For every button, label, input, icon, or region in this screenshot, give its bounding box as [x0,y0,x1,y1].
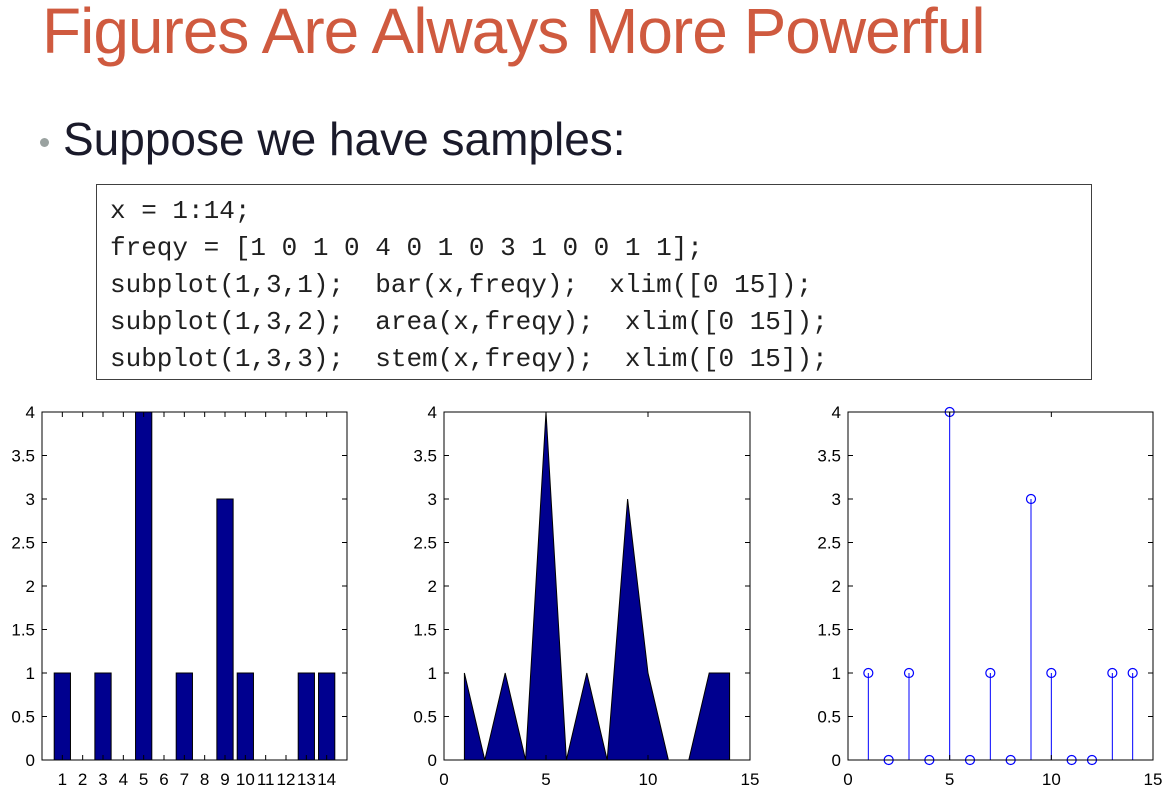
x-tick-label: 12 [277,770,296,789]
stem-marker [1046,667,1057,679]
x-tick-label: 10 [1042,770,1061,789]
stem-marker [1025,493,1037,505]
y-tick-label: 4 [428,403,437,422]
x-tick-label: 8 [200,770,209,789]
code-line: subplot(1,3,1); bar(x,freqy); xlim([0 15… [110,270,813,300]
y-tick-label: 0.5 [413,708,437,727]
code-block: x = 1:14; freqy = [1 0 1 0 4 0 1 0 3 1 0… [96,184,1092,380]
stem-marker [903,667,915,679]
y-tick-label: 1.5 [817,621,841,640]
stem-chart: 0 0.5 1 1.5 2 2.5 3 3.5 4 0 5 10 15 [817,403,1162,789]
slide-title: Figures Are Always More Powerful [42,0,986,67]
y-tick-label: 1.5 [11,621,35,640]
y-tick-label: 2 [26,577,35,596]
y-tick-label: 1 [26,664,35,683]
x-tick-label: 13 [297,770,316,789]
y-tick-label: 4 [832,403,841,422]
stem-marker [863,667,874,679]
y-tick-label: 3 [428,490,437,509]
x-tick-label: 0 [843,770,852,789]
bar [53,672,71,761]
code-line: subplot(1,3,2); area(x,freqy); xlim([0 1… [110,307,828,337]
y-tick-label: 0.5 [11,708,35,727]
bar-chart: 00.511.522.533.541 2 3 4 5 6 7 8 9 10 11 12 13 14 [11,403,348,789]
y-tick-label: 3.5 [413,447,437,466]
bar [297,672,315,761]
y-tick-label: 0 [832,751,841,770]
area-series [463,411,731,761]
x-tick-label: 10 [236,770,255,789]
bullet-dot-icon [40,137,49,147]
stem-marker [1107,667,1118,679]
x-tick-label: 10 [639,770,658,789]
y-tick-label: 1 [832,664,841,683]
bar [216,498,234,761]
x-tick-label: 5 [945,770,954,789]
x-tick-label: 6 [159,770,168,789]
y-tick-label: 2 [832,577,841,596]
y-tick-label: 3.5 [11,447,35,466]
x-tick-label: 14 [317,770,336,789]
area-chart: 0 0.5 1 1.5 2 2.5 3 3.5 4 0 5 10 15 [413,403,759,789]
y-tick-label: 3 [832,490,841,509]
bullet-item: Suppose we have samples: [40,112,626,166]
bar [94,672,112,761]
code-line: x = 1:14; [110,196,251,226]
charts-area: 00.511.522.533.541 2 3 4 5 6 7 8 9 10 11 12 13 14 00.… [11,403,1162,789]
y-tick-label: 3.5 [817,447,841,466]
code-line: subplot(1,3,3); stem(x,freqy); xlim([0 1… [110,344,828,374]
y-tick-label: 4 [26,403,35,422]
y-tick-label: 0 [428,751,437,770]
x-tick-label: 1 [58,770,67,789]
x-tick-label: 15 [1144,770,1163,789]
y-tick-label: 2.5 [413,534,437,553]
x-tick-label: 4 [119,770,128,789]
stem-marker [985,667,996,679]
code-line: freqy = [1 0 1 0 4 0 1 0 3 1 0 0 1 1]; [110,233,703,263]
x-tick-label: 7 [180,770,189,789]
x-tick-label: 15 [741,770,760,789]
x-tick-label: 11 [257,770,275,789]
x-tick-label: 9 [220,770,229,789]
y-tick-label: 2 [428,577,437,596]
bar [135,411,153,761]
x-tick-label: 5 [139,770,148,789]
x-tick-label: 3 [98,770,107,789]
x-tick-label: 0 [439,770,448,789]
x-tick-label: 2 [78,770,87,789]
bar [236,672,254,761]
y-tick-label: 2.5 [11,534,35,553]
bar [175,672,193,761]
bar [318,672,336,761]
bullet-text: Suppose we have samples: [63,113,626,165]
axes-box [847,411,1154,761]
stem-marker [1127,667,1138,679]
y-tick-label: 1 [428,664,437,683]
y-tick-label: 1.5 [413,621,437,640]
y-tick-label: 3 [26,490,35,509]
y-tick-label: 0.5 [817,708,841,727]
y-tick-label: 2.5 [817,534,841,553]
y-tick-label: 0 [26,751,35,770]
x-tick-label: 5 [541,770,550,789]
